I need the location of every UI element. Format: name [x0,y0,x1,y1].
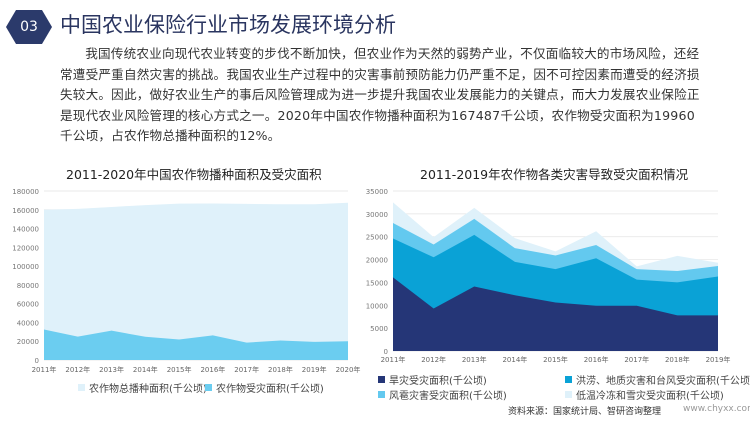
x-tick-label: 2018年 [268,365,293,374]
y-tick-label: 80000 [17,282,39,290]
x-tick-label: 2018年 [665,355,690,364]
legend-label: 农作物总播种面积(千公顷) [89,384,207,395]
x-tick-label: 2016年 [200,365,225,374]
chart2-title: 2011-2019年农作物各类灾害导致受灾面积情况 [420,167,689,182]
y-tick-label: 10000 [366,302,388,310]
x-tick-label: 2013年 [99,365,124,374]
area-series [393,277,718,351]
y-tick-label: 60000 [17,301,39,309]
y-tick-label: 180000 [12,188,39,196]
y-tick-label: 140000 [12,226,39,234]
x-tick-label: 2014年 [502,355,527,364]
area-series [44,329,348,360]
x-tick-label: 2012年 [421,355,446,364]
legend-swatch [378,376,385,383]
x-tick-label: 2014年 [133,365,158,374]
y-tick-label: 30000 [366,211,388,219]
y-tick-label: 0 [35,357,39,365]
x-tick-label: 2019年 [302,365,327,374]
x-tick-label: 2017年 [624,355,649,364]
chart2: 0 5000 10000 15000 20000 25000 30000 35000 2011年… [366,188,731,364]
x-tick-label: 2017年 [234,365,259,374]
x-tick-label: 2011年 [32,365,57,374]
y-tick-label: 25000 [366,234,388,242]
y-tick-label: 5000 [370,325,388,333]
chart2-legend-item: 洪涝、地质灾害和台风受灾面积(千公顷) [565,372,750,387]
hexagon-icon [6,10,52,44]
area-series [44,202,348,360]
y-tick-label: 15000 [366,279,388,287]
chart1-legend-item: 农作物总播种面积(千公顷) [78,380,207,395]
chart2-legend-item: 风雹灾害受灾面积(千公顷) [378,387,507,402]
chart1-legend-item: 农作物受灾面积(千公顷) [205,380,324,395]
chart2-legend-item: 低温冷冻和雪灾受灾面积(千公顷) [565,387,724,402]
page-title: 中国农业保险行业市场发展环境分析 [60,13,396,37]
legend-label: 低温冷冻和雪灾受灾面积(千公顷) [576,391,724,402]
chart1-title: 2011-2020年中国农作物播种面积及受灾面积 [66,167,322,182]
legend-label: 旱灾受灾面积(千公顷) [389,376,487,387]
x-tick-label: 2012年 [65,365,90,374]
legend-swatch [378,391,385,398]
y-tick-label: 120000 [12,244,39,252]
section-number-badge: 03 [6,10,52,44]
x-tick-label: 2015年 [543,355,568,364]
legend-label: 风雹灾害受灾面积(千公顷) [389,391,507,402]
y-tick-label: 20000 [17,338,39,346]
website: www.chyxx.com [683,404,750,414]
y-tick-label: 35000 [366,188,388,196]
legend-swatch [565,391,572,398]
y-tick-label: 20000 [366,257,388,265]
chart1: 0 20000 40000 60000 80000 100000 120000 140000 1… [12,188,361,374]
x-tick-label: 2015年 [167,365,192,374]
data-source: 资料来源：国家统计局、智研咨询整理 [508,407,662,417]
badge-number: 03 [20,19,38,35]
legend-label: 农作物受灾面积(千公顷) [216,384,324,395]
x-tick-label: 2016年 [584,355,609,364]
y-tick-label: 160000 [12,207,39,215]
legend-swatch [78,384,85,391]
chart2-legend-item: 旱灾受灾面积(千公顷) [378,372,487,387]
intro-paragraph: 我国传统农业向现代农业转变的步伐不断加快，但农业作为天然的弱势产业，不仅面临较大… [60,46,700,143]
x-tick-label: 2013年 [462,355,487,364]
legend-swatch [205,384,212,391]
y-tick-label: 0 [384,348,388,356]
legend-swatch [565,376,572,383]
y-tick-label: 40000 [17,319,39,327]
legend-label: 洪涝、地质灾害和台风受灾面积(千公顷) [576,376,750,387]
x-tick-label: 2019年 [706,355,731,364]
y-tick-label: 100000 [12,263,39,271]
x-tick-label: 2011年 [381,355,406,364]
x-tick-label: 2020年 [336,365,361,374]
